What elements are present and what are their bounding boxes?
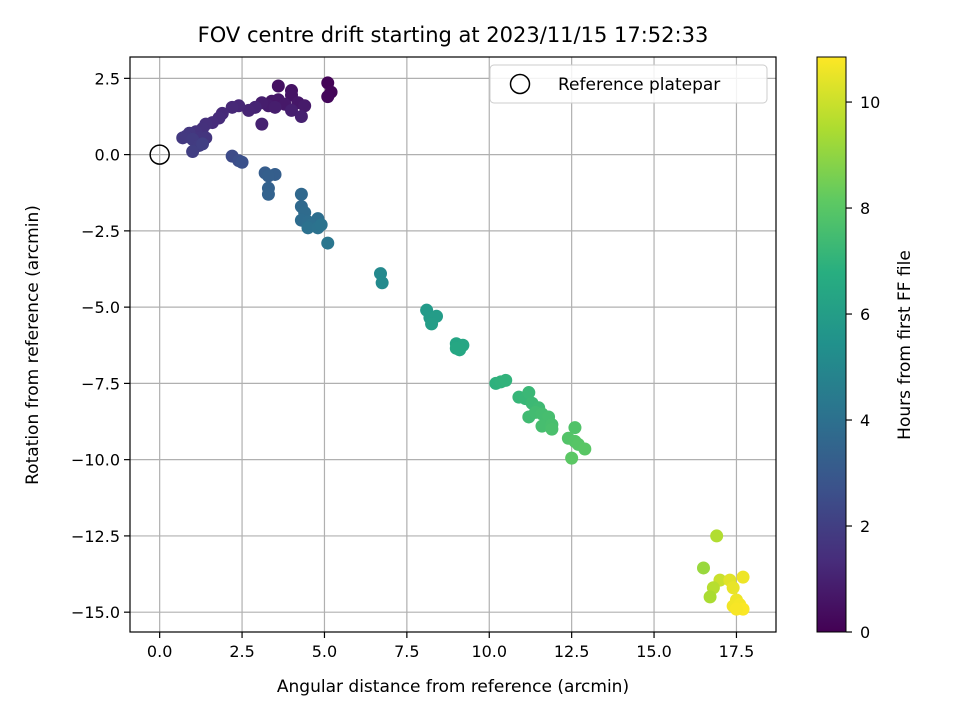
data-point (736, 570, 750, 584)
data-point (535, 419, 549, 433)
y-tick-label: −15.0 (71, 603, 120, 622)
x-tick-label: 2.5 (229, 642, 254, 661)
reference-platepar-marker (149, 144, 170, 165)
data-point (321, 90, 335, 104)
colorbar-gradient (817, 57, 846, 632)
x-tick-label: 10.0 (471, 642, 507, 661)
data-point (255, 117, 269, 131)
data-point (261, 169, 275, 183)
y-tick-label: −5.0 (81, 298, 120, 317)
data-point (301, 221, 315, 235)
grid-lines (130, 57, 776, 632)
x-axis-ticks: 0.0 2.5 5.0 7.5 10.0 12.5 15.0 17.5 (147, 632, 754, 661)
data-point (298, 99, 312, 113)
y-tick-label: −10.0 (71, 451, 120, 470)
data-point (268, 100, 282, 114)
colorbar-ticks: 0 2 4 6 8 10 (846, 93, 880, 642)
data-point (726, 581, 740, 595)
legend: Reference platepar (489, 64, 768, 104)
data-point (568, 421, 582, 435)
y-axis-label: Rotation from reference (arcmin) (23, 205, 43, 485)
data-point (425, 317, 439, 331)
x-tick-label: 0.0 (147, 642, 172, 661)
colorbar: 0 2 4 6 8 10 Hours from first FF file (816, 56, 915, 642)
x-tick-label: 7.5 (394, 642, 419, 661)
data-point (196, 137, 210, 151)
data-point (271, 79, 285, 93)
data-point (578, 442, 592, 456)
colorbar-tick-label: 2 (860, 517, 870, 536)
data-point (235, 155, 249, 169)
y-tick-label: −2.5 (81, 222, 120, 241)
x-tick-label: 17.5 (719, 642, 755, 661)
data-point (565, 451, 579, 465)
data-point (499, 373, 513, 387)
data-points (176, 76, 750, 616)
chart-title: FOV centre drift starting at 2023/11/15 … (198, 23, 709, 47)
data-point (696, 561, 710, 575)
legend-open-circle-icon (509, 73, 531, 95)
data-point (285, 103, 298, 117)
x-tick-label: 12.5 (554, 642, 590, 661)
data-point (242, 103, 256, 117)
data-point (294, 109, 308, 123)
colorbar-tick-label: 10 (860, 93, 880, 112)
data-point (545, 422, 559, 436)
reference-marker-layer (149, 144, 170, 165)
data-point (703, 590, 717, 604)
data-point (729, 602, 743, 616)
y-tick-label: −7.5 (81, 374, 120, 393)
y-axis-ticks: 2.5 0.0 −2.5 −5.0 −7.5 −10.0 −12.5 −15.0 (71, 69, 130, 622)
colorbar-label: Hours from first FF file (895, 250, 915, 440)
data-point (314, 218, 328, 232)
data-point (321, 236, 335, 250)
x-tick-label: 15.0 (636, 642, 672, 661)
data-point (375, 276, 389, 290)
data-point (710, 529, 724, 543)
colorbar-tick-label: 6 (860, 305, 870, 324)
x-axis-label: Angular distance from reference (arcmin) (277, 677, 629, 697)
data-point (522, 386, 536, 400)
colorbar-tick-label: 0 (860, 623, 870, 642)
data-point (186, 145, 200, 159)
data-point (294, 187, 308, 201)
y-tick-label: 0.0 (95, 146, 120, 165)
data-point (176, 131, 190, 145)
colorbar-tick-label: 4 (860, 411, 870, 430)
y-tick-label: −12.5 (71, 527, 120, 546)
data-point (261, 187, 275, 201)
x-tick-label: 5.0 (312, 642, 337, 661)
y-tick-label: 2.5 (95, 69, 120, 88)
colorbar-tick-label: 8 (860, 199, 870, 218)
colorbar-frame (816, 56, 847, 633)
data-point (225, 100, 239, 114)
plot-frame (129, 56, 777, 633)
legend-entry: Reference platepar (558, 75, 720, 95)
legend-box (489, 64, 768, 104)
data-point (449, 341, 463, 355)
